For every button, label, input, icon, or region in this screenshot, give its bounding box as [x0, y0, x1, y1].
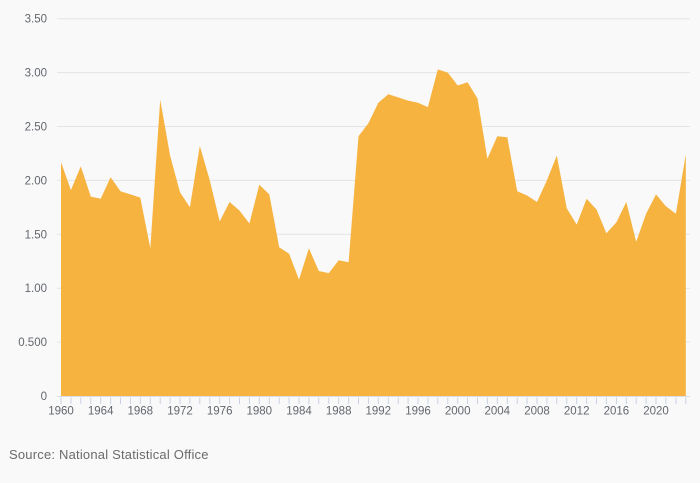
x-axis-label: 2004 [485, 406, 511, 418]
x-axis-label: 1980 [247, 406, 273, 418]
y-axis-label: 1.50 [25, 229, 47, 241]
y-axis-label: 2.00 [25, 175, 47, 187]
y-axis-label: 0.500 [18, 337, 47, 349]
x-axis-label: 2008 [524, 406, 550, 418]
x-axis-label: 1992 [366, 406, 392, 418]
y-axis-label: 2.50 [25, 122, 47, 134]
x-axis-label: 1960 [48, 406, 74, 418]
x-axis-label: 1984 [286, 406, 312, 418]
y-axis-label: 3.50 [25, 14, 47, 26]
x-axis-label: 2000 [445, 406, 471, 418]
x-axis-label: 2016 [604, 406, 630, 418]
x-axis-label: 1988 [326, 406, 352, 418]
x-axis-label: 1996 [405, 406, 431, 418]
source-text: Source: National Statistical Office [9, 447, 209, 462]
y-axis-label: 0 [41, 391, 47, 403]
x-axis-label: 1972 [167, 406, 193, 418]
x-axis-label: 2012 [564, 406, 590, 418]
y-axis-label: 3.00 [25, 68, 47, 80]
x-axis-label: 1968 [128, 406, 154, 418]
x-axis-label: 1976 [207, 406, 233, 418]
area-series [61, 69, 686, 397]
y-axis-label: 1.00 [25, 283, 47, 295]
x-axis-label: 2020 [643, 406, 669, 418]
x-axis-label: 1964 [88, 406, 114, 418]
